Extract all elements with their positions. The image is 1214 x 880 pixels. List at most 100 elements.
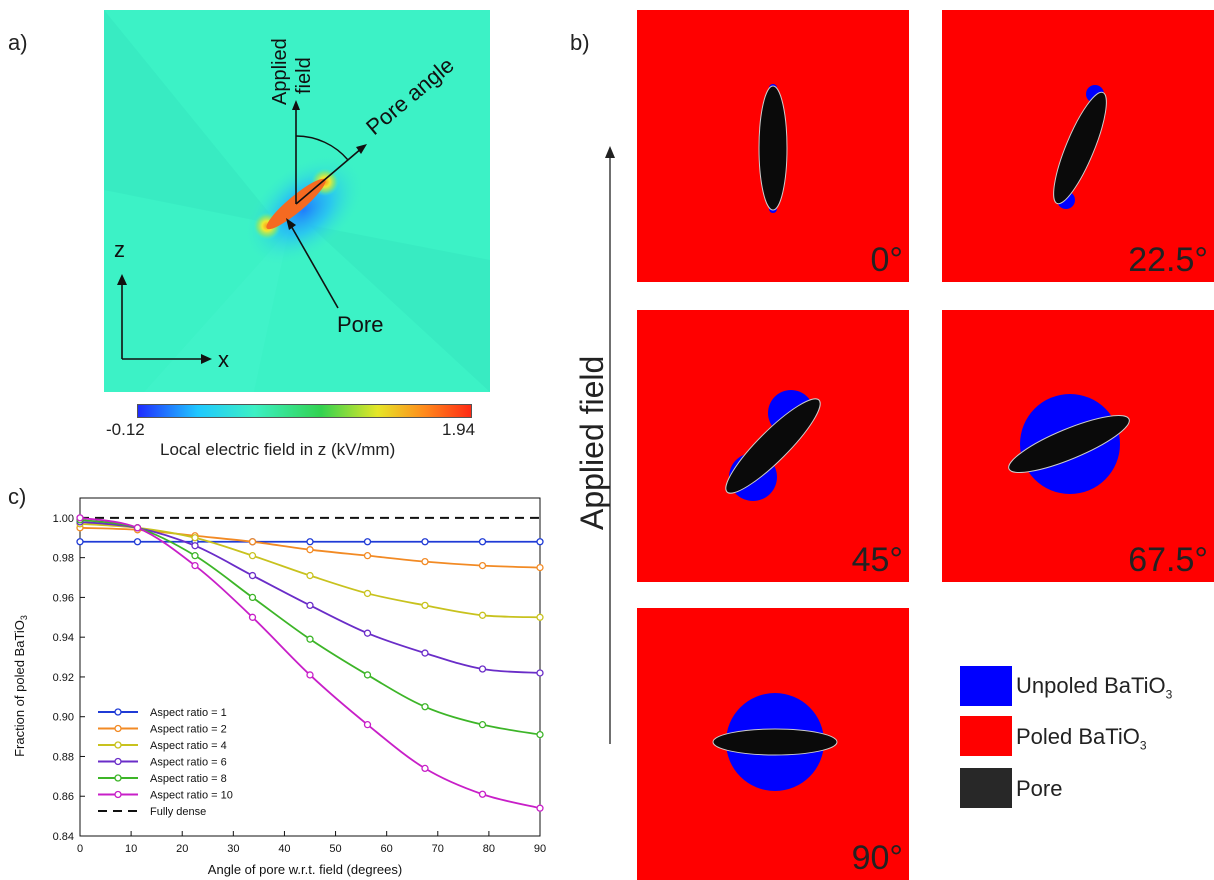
data-point: [478, 721, 487, 729]
pore-pointer-arrow: [289, 223, 339, 309]
x-tick-label: 90: [534, 843, 546, 855]
legend-marker: [114, 757, 122, 766]
data-point: [248, 552, 257, 560]
colorbar-min: -0.12: [106, 420, 145, 439]
legend-entry: Fully dense: [150, 806, 206, 818]
data-point: [536, 730, 544, 739]
data-point: [191, 542, 199, 550]
y-tick-label: 0.94: [53, 632, 74, 644]
angle-label-45: 45°: [851, 541, 903, 579]
data-point: [191, 552, 199, 560]
legend-item-pore: Pore: [1016, 776, 1063, 801]
data-point: [363, 552, 372, 560]
y-tick-label: 0.88: [53, 751, 74, 763]
data-point: [421, 601, 429, 610]
poling-chart: 0 10 20 30 40 50 60 70 80 90 0.84 0.86 0.88 0.90 0.92 0…: [12, 497, 546, 877]
data-point: [363, 589, 372, 598]
data-point: [536, 669, 544, 677]
data-point: [306, 635, 314, 643]
data-point: [133, 538, 142, 546]
colorbar-label: Local electric field in z (kV/mm): [160, 440, 396, 459]
data-point: [478, 665, 487, 673]
data-point: [536, 538, 544, 546]
data-point: [536, 563, 544, 572]
panel-b-letter: b): [570, 30, 590, 55]
data-point: [478, 611, 487, 619]
legend-marker: [114, 724, 122, 733]
x-tick-label: 40: [278, 843, 290, 855]
data-point: [478, 561, 487, 570]
data-point: [248, 538, 257, 546]
applied-field-label-1: Applied: [269, 38, 291, 105]
legend-marker: [114, 708, 122, 716]
data-point: [306, 671, 314, 679]
data-point: [536, 804, 544, 812]
applied-field-axis-label: Applied field: [574, 356, 610, 530]
y-tick-label: 0.86: [53, 791, 74, 803]
x-tick-label: 20: [176, 843, 188, 855]
colorbar: [137, 404, 472, 418]
data-point: [306, 571, 314, 580]
x-tick-label: 0: [77, 843, 83, 855]
x-tick-label: 80: [483, 843, 495, 855]
data-point: [191, 534, 199, 542]
sim-panel-67-5: 67.5°: [942, 310, 1214, 582]
y-tick-label: 0.90: [53, 712, 74, 724]
legend-marker: [114, 741, 122, 749]
legend-item-unpoled: Unpoled BaTiO3: [1016, 673, 1173, 702]
data-point: [363, 671, 372, 679]
legend-swatch-unpoled: [960, 666, 1012, 706]
plot-frame: [79, 497, 541, 837]
data-point: [363, 538, 372, 546]
sim-panel-0: 0°: [637, 10, 909, 282]
y-tick-label: 0.84: [53, 831, 74, 843]
data-point: [478, 790, 487, 798]
z-axis-label: z: [114, 237, 125, 262]
legend-entry: Aspect ratio = 2: [150, 724, 227, 736]
data-point: [421, 649, 429, 657]
y-tick-label: 0.92: [53, 672, 74, 684]
y-tick-label: 1.00: [53, 513, 74, 525]
field-map: Applied field Pore angle Pore z x: [104, 10, 490, 392]
x-tick-label: 30: [227, 843, 239, 855]
sim-panel-90: 90°: [637, 608, 909, 880]
y-axis-title: Fraction of poled BaTiO3: [12, 615, 29, 757]
data-point: [363, 629, 372, 637]
applied-field-axis: Applied field: [574, 146, 615, 744]
angle-arc: [295, 135, 349, 161]
data-point: [306, 538, 314, 546]
x-axis-title: Angle of pore w.r.t. field (degrees): [208, 862, 402, 877]
colorbar-max: 1.94: [442, 420, 476, 439]
series-line: [79, 516, 541, 810]
legend-marker: [114, 774, 122, 782]
legend-swatch-poled: [960, 716, 1012, 756]
data-point: [536, 613, 544, 621]
data-point: [133, 524, 142, 532]
x-tick-label: 70: [432, 843, 444, 855]
data-point: [76, 538, 84, 546]
angle-label-0: 0°: [870, 241, 903, 279]
sim-panel-45: 45°: [637, 310, 909, 582]
panel-a-letter: a): [8, 30, 28, 55]
legend-entry: Aspect ratio = 10: [150, 790, 233, 802]
applied-field-label-2: field: [293, 57, 315, 94]
angle-label-90: 90°: [851, 839, 903, 877]
x-tick-label: 50: [329, 843, 341, 855]
data-point: [478, 538, 487, 546]
data-point: [363, 721, 372, 729]
legend-entry: Aspect ratio = 6: [150, 757, 227, 769]
data-point: [306, 546, 314, 554]
panel-c-letter: c): [8, 484, 27, 509]
legend-marker: [114, 790, 122, 799]
data-point: [421, 764, 429, 773]
angle-label-22-5: 22.5°: [1128, 241, 1208, 279]
legend-swatch-pore: [960, 768, 1012, 808]
x-tick-label: 10: [125, 843, 137, 855]
x-axis-label: x: [218, 347, 229, 372]
legend-entry: Aspect ratio = 1: [150, 707, 227, 719]
angle-label-67-5: 67.5°: [1128, 541, 1208, 579]
y-tick-label: 0.98: [53, 553, 74, 565]
pore-label: Pore: [337, 312, 383, 337]
data-point: [248, 613, 257, 621]
pore-angle-arrow: [295, 147, 363, 205]
